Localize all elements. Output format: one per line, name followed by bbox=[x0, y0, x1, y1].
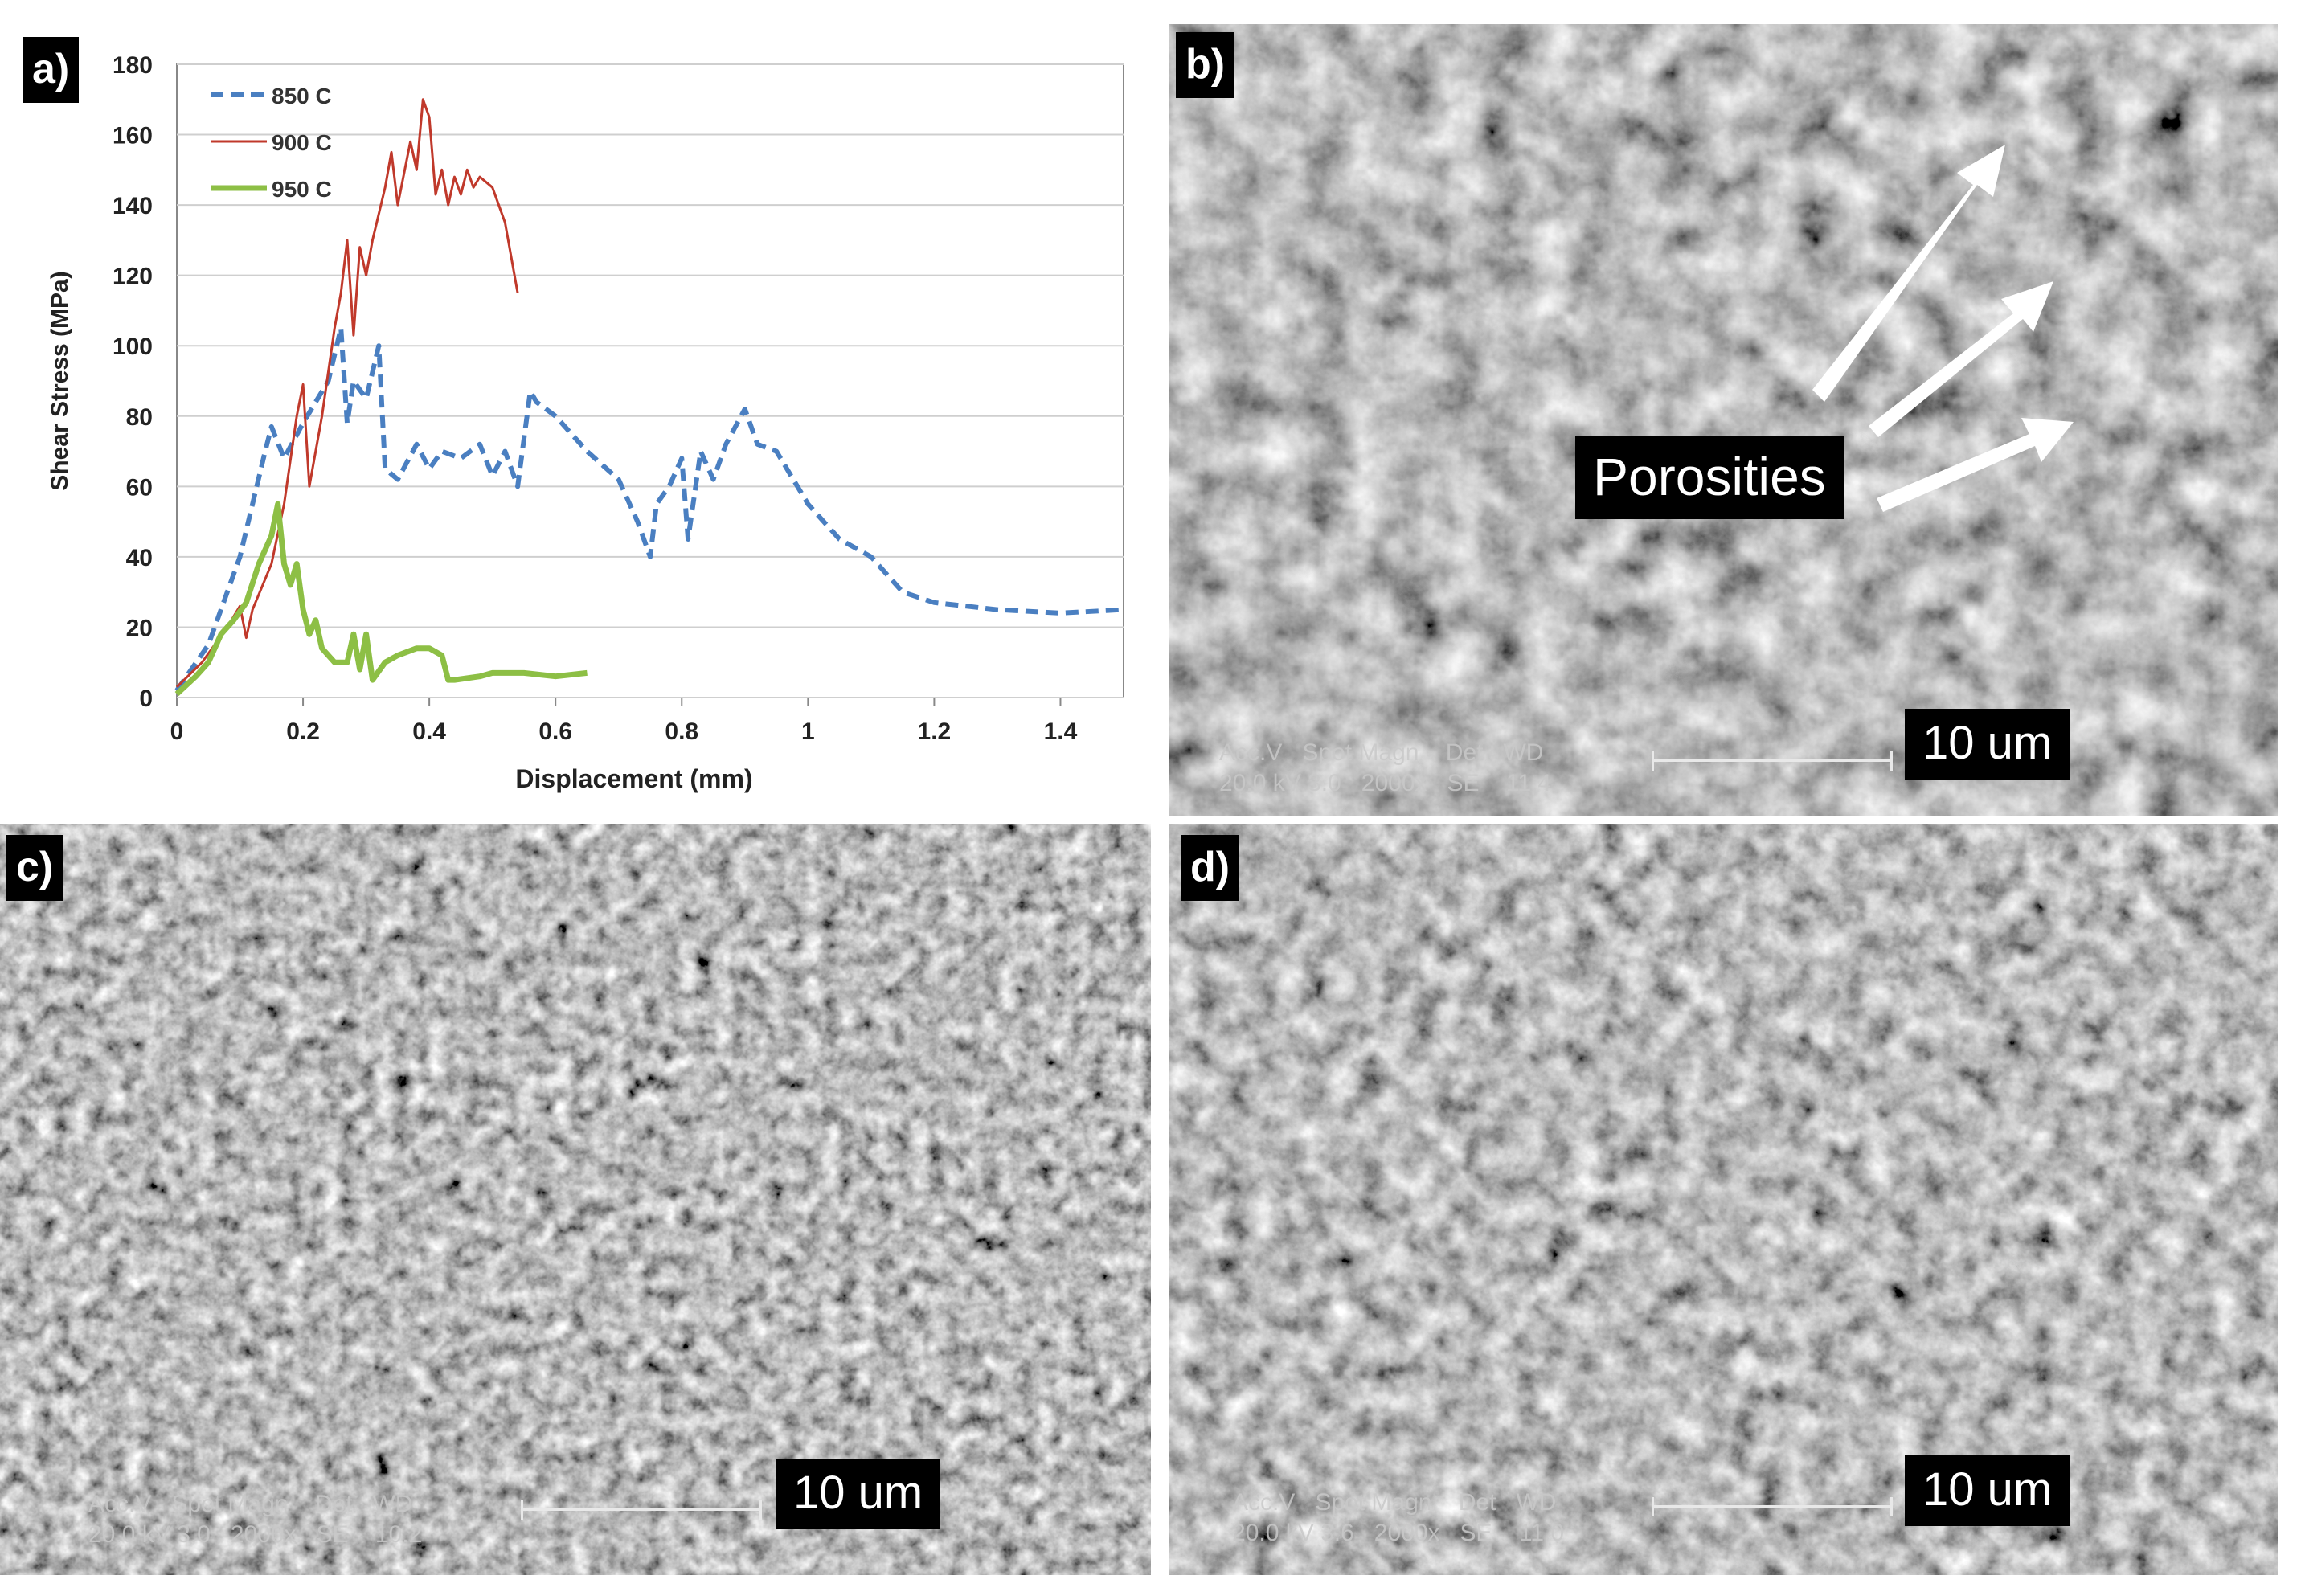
panel-c-sem-image: c) Acc.V Spot Magn Det WD 20.0 kV 3.0 20… bbox=[0, 824, 1151, 1575]
scale-label-d: 10 um bbox=[1905, 1455, 2070, 1526]
panel-a-label: a) bbox=[23, 37, 80, 103]
x-tick-label: 1.2 bbox=[918, 718, 952, 745]
y-tick-label: 140 bbox=[113, 193, 153, 219]
x-tick-label: 0.2 bbox=[286, 718, 320, 745]
sem-texture-d bbox=[1169, 824, 2278, 1575]
meta-line-1: Acc.V Spot Magn Det WD bbox=[88, 1491, 413, 1517]
y-tick-label: 80 bbox=[126, 404, 153, 431]
scale-bar-c bbox=[521, 1500, 762, 1520]
y-tick-label: 180 bbox=[113, 52, 153, 79]
panel-a-chart: 0 20 40 60 80 100 120 140 160 180 0 0.2 0.4 0.6 0.8 1 1.… bbox=[0, 0, 1157, 812]
y-tick-label: 100 bbox=[113, 334, 153, 360]
scale-bar-d bbox=[1652, 1497, 1893, 1516]
series-line-900-c bbox=[175, 98, 519, 688]
legend-label: 850 C bbox=[272, 84, 332, 108]
y-tick-label: 40 bbox=[126, 545, 153, 571]
plot-area bbox=[176, 63, 1124, 698]
shear-stress-chart: 0 20 40 60 80 100 120 140 160 180 0 0.2 0.4 0.6 0.8 1 1.… bbox=[47, 52, 1124, 793]
y-tick-label: 160 bbox=[113, 123, 153, 149]
x-tick-label: 0.4 bbox=[412, 718, 446, 745]
x-tick-label: 1.4 bbox=[1044, 718, 1078, 745]
sem-metadata-d: Acc.V Spot Magn Det WD 20.0 kV 3.6 2000x… bbox=[1232, 1488, 1564, 1549]
panel-b-label: b) bbox=[1176, 32, 1235, 98]
x-tick-label: 1 bbox=[801, 718, 815, 745]
series-line-950-c bbox=[174, 501, 588, 697]
scale-label-b: 10 um bbox=[1905, 709, 2070, 780]
x-axis-label: Displacement (mm) bbox=[515, 764, 752, 793]
sem-metadata-b: Acc.V Spot Magn Det WD 20.0 kV 3.0 2000x… bbox=[1219, 738, 1551, 799]
sem-texture-c bbox=[0, 824, 1151, 1575]
meta-line-1: Acc.V Spot Magn Det WD bbox=[1219, 739, 1544, 766]
y-tick-label: 20 bbox=[126, 615, 153, 641]
y-tick-label: 60 bbox=[126, 474, 153, 501]
meta-line-2: 20.0 kV 3.0 2000x SE 10.2 bbox=[88, 1521, 423, 1548]
meta-line-2: 20.0 kV 3.0 2000x SE 11.4 bbox=[1219, 770, 1552, 796]
panel-d-sem-image: d) Acc.V Spot Magn Det WD 20.0 kV 3.6 20… bbox=[1169, 824, 2278, 1575]
meta-line-1: Acc.V Spot Magn Det WD bbox=[1232, 1489, 1557, 1516]
porosities-annotation: Porosities bbox=[1575, 436, 1844, 519]
panel-c-label: c) bbox=[6, 835, 63, 901]
x-tick-label: 0.8 bbox=[665, 718, 698, 745]
panel-d-label: d) bbox=[1181, 835, 1240, 901]
sem-texture-b bbox=[1169, 24, 2278, 816]
panel-b-sem-image: b) Porosities Acc.V Spot Magn Det WD 20.… bbox=[1169, 24, 2278, 816]
scale-bar-b bbox=[1652, 751, 1893, 771]
y-tick-label: 120 bbox=[113, 264, 153, 290]
arrow-icon bbox=[1812, 145, 2074, 512]
legend-label: 950 C bbox=[272, 177, 332, 202]
x-tick-label: 0.6 bbox=[538, 718, 572, 745]
legend-label: 900 C bbox=[272, 130, 332, 155]
meta-line-2: 20.0 kV 3.6 2000x SE 11.0 bbox=[1232, 1520, 1565, 1546]
sem-metadata-c: Acc.V Spot Magn Det WD 20.0 kV 3.0 2000x… bbox=[88, 1489, 422, 1550]
y-tick-label: 0 bbox=[139, 685, 153, 712]
series-line-850-c bbox=[174, 325, 1124, 692]
scale-label-c: 10 um bbox=[776, 1459, 941, 1529]
y-axis-label: Shear Stress (MPa) bbox=[47, 271, 73, 490]
x-tick-label: 0 bbox=[170, 718, 184, 745]
